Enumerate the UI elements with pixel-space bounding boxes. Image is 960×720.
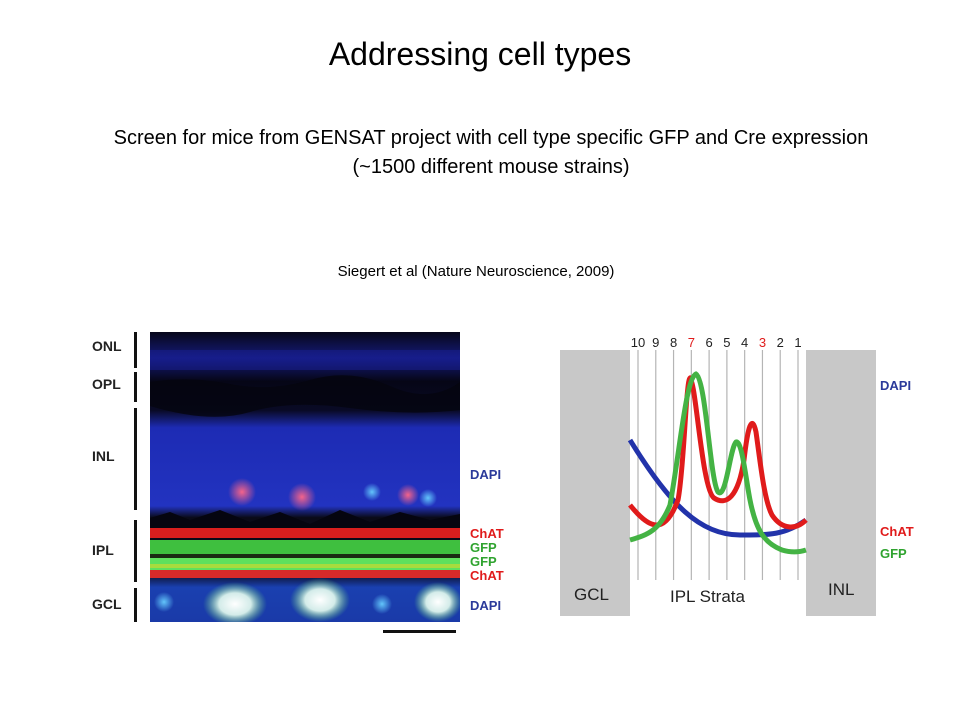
stratum-number: 7 <box>688 335 695 350</box>
inl-block-label: INL <box>828 580 854 599</box>
subtitle-line-1: Screen for mice from GENSAT project with… <box>113 127 869 149</box>
layer-bracket-ipl <box>134 520 137 582</box>
stratum-number: 3 <box>759 335 766 350</box>
stratum-number: 2 <box>777 335 784 350</box>
layer-bracket-opl <box>134 372 137 402</box>
stratum-number: 1 <box>794 335 801 350</box>
stain-label-dapi-top: DAPI <box>470 467 502 482</box>
layer-label-onl: ONL <box>92 338 122 354</box>
stain-label-dapi-bottom: DAPI <box>470 598 502 613</box>
stain-label-chat-top: ChAT <box>470 526 504 541</box>
ipl-strata-axis-label: IPL Strata <box>670 587 746 606</box>
stratum-number: 5 <box>723 335 730 350</box>
stain-label-gfp-top: GFP <box>470 540 497 555</box>
stratum-number: 8 <box>670 335 677 350</box>
stratum-number: 6 <box>705 335 712 350</box>
gfp-profile-curve <box>629 371 807 555</box>
stratum-number: 4 <box>741 335 748 350</box>
layer-bracket-inl <box>134 408 137 510</box>
layer-label-gcl: GCL <box>92 596 122 612</box>
strata-numbers: 10 9 8 7 6 5 4 3 2 1 <box>631 335 802 350</box>
stain-label-gfp-bottom: GFP <box>470 554 497 569</box>
legend-gfp: GFP <box>880 546 907 561</box>
stratum-number: 9 <box>652 335 659 350</box>
slide-title: Addressing cell types <box>328 36 632 72</box>
stratum-number: 10 <box>631 335 645 350</box>
subtitle: Screen for mice from GENSAT project with… <box>0 124 960 182</box>
chat-profile-curve <box>628 375 808 530</box>
dapi-profile-curve <box>627 438 808 538</box>
scale-bar <box>383 630 456 633</box>
gcl-block <box>560 350 630 616</box>
inl-block <box>806 350 876 616</box>
subtitle-line-2: (~1500 different mouse strains) <box>352 156 630 178</box>
legend-dapi: DAPI <box>880 378 912 393</box>
layer-bracket-onl <box>134 332 137 368</box>
citation: Siegert et al (Nature Neuroscience, 2009… <box>337 263 615 280</box>
gcl-block-label: GCL <box>574 585 609 604</box>
stain-label-chat-bottom: ChAT <box>470 568 504 583</box>
layer-bracket-gcl <box>134 588 137 622</box>
ipl-strata-profile-plot: 10 9 8 7 6 5 4 3 2 1 GCL INL IPL Strata <box>560 330 890 620</box>
layer-label-inl: INL <box>92 448 115 464</box>
layer-label-ipl: IPL <box>92 542 114 558</box>
legend-chat: ChAT <box>880 524 914 539</box>
layer-label-opl: OPL <box>92 376 121 392</box>
retina-micrograph <box>150 332 460 622</box>
